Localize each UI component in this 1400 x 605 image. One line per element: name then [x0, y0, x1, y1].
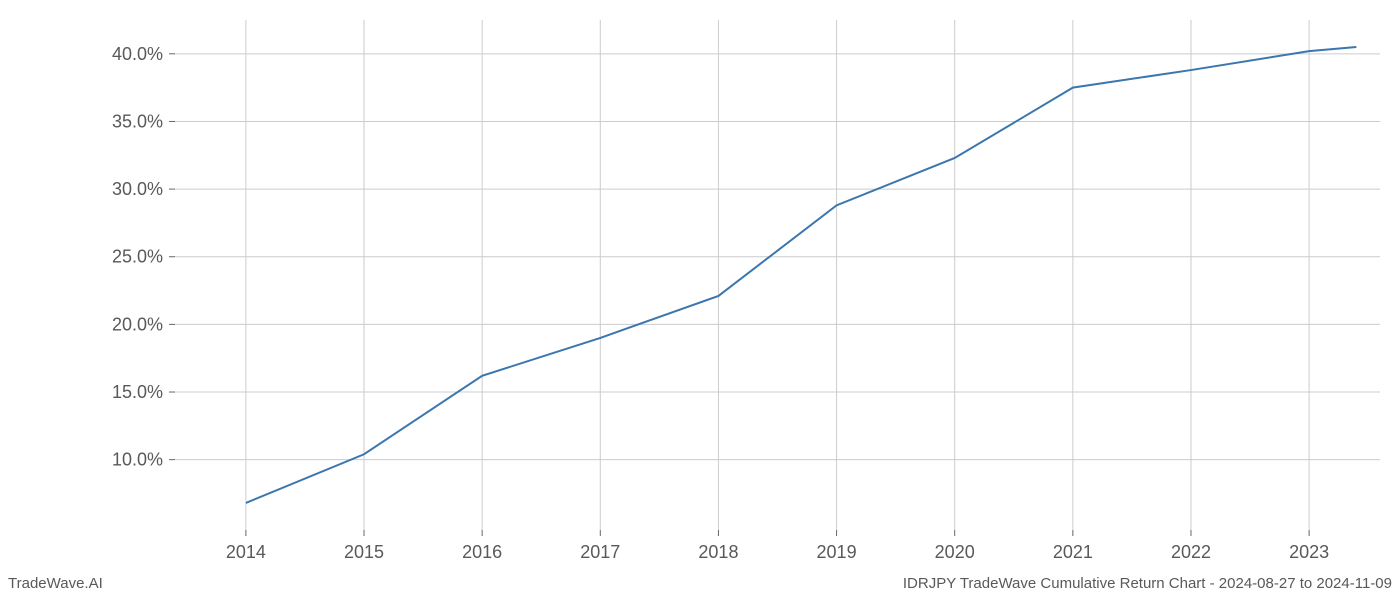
- svg-text:2017: 2017: [580, 542, 620, 562]
- svg-text:30.0%: 30.0%: [112, 179, 163, 199]
- svg-text:35.0%: 35.0%: [112, 111, 163, 131]
- svg-text:20.0%: 20.0%: [112, 314, 163, 334]
- svg-text:25.0%: 25.0%: [112, 247, 163, 267]
- svg-text:2018: 2018: [698, 542, 738, 562]
- footer-left-text: TradeWave.AI: [8, 575, 103, 592]
- svg-text:2014: 2014: [226, 542, 266, 562]
- svg-text:2021: 2021: [1053, 542, 1093, 562]
- svg-text:15.0%: 15.0%: [112, 382, 163, 402]
- svg-text:2020: 2020: [935, 542, 975, 562]
- line-chart: 2014 2015 2016 2017 2018 2019 2020 2021 2022 2023…: [0, 0, 1400, 600]
- footer-right-text: IDRJPY TradeWave Cumulative Return Chart…: [903, 575, 1392, 592]
- svg-text:10.0%: 10.0%: [112, 450, 163, 470]
- chart-container: 2014 2015 2016 2017 2018 2019 2020 2021 2022 2023…: [0, 0, 1400, 600]
- svg-text:2016: 2016: [462, 542, 502, 562]
- svg-text:2015: 2015: [344, 542, 384, 562]
- svg-text:40.0%: 40.0%: [112, 44, 163, 64]
- svg-text:2019: 2019: [817, 542, 857, 562]
- svg-text:2023: 2023: [1289, 542, 1329, 562]
- svg-text:2022: 2022: [1171, 542, 1211, 562]
